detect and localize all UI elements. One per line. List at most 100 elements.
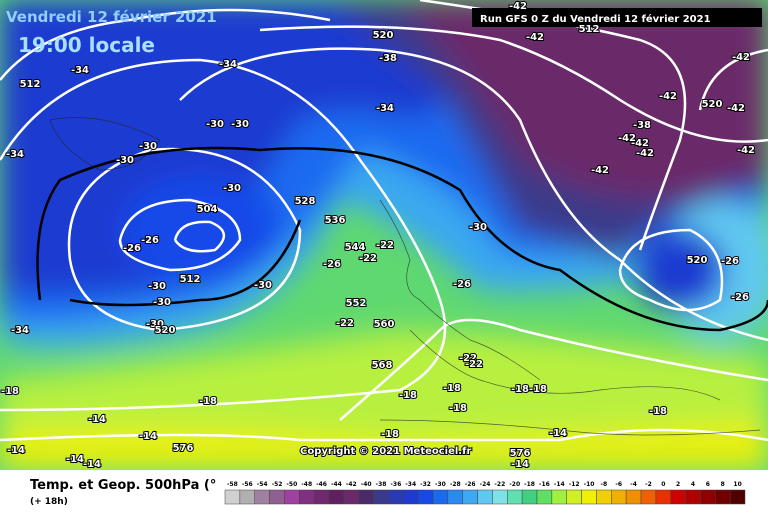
scale-label: 4 [691, 481, 695, 488]
scale-swatch [685, 489, 701, 505]
scale-label: -4 [630, 481, 637, 488]
contour-label: -34 [6, 149, 24, 160]
geopotential-contours [0, 0, 768, 442]
scale-label: -36 [390, 481, 401, 488]
contour-label: -30 [254, 280, 272, 291]
contour-label: -42 [509, 1, 527, 12]
scale-label: -24 [480, 481, 491, 488]
scale-label: -34 [405, 481, 416, 488]
contour-label: -14 [139, 431, 157, 442]
contour-label: 512 [180, 274, 201, 285]
run-box [472, 8, 762, 27]
scale-label: -52 [272, 481, 283, 488]
contour-label: -38 [633, 120, 651, 131]
scale-swatch [447, 489, 463, 505]
contour-label: -30 [231, 119, 249, 130]
scale-swatch [625, 489, 642, 505]
scale-label: -38 [376, 481, 387, 488]
scale-swatch [715, 489, 731, 505]
scale-label: -2 [645, 481, 652, 488]
contour-label: -34 [71, 65, 89, 76]
scale-swatch [492, 489, 508, 505]
scale-swatch [611, 489, 627, 505]
scale-swatch [358, 489, 374, 505]
contour-label: 544 [345, 242, 366, 253]
scale-label: -56 [242, 481, 253, 488]
contour-label: -38 [379, 53, 397, 64]
copyright: Copyright © 2021 Meteociel.fr [300, 446, 471, 457]
contour-label: -42 [727, 103, 745, 114]
contour-label: 576 [173, 443, 194, 454]
contour-label: -18 [529, 384, 547, 395]
contour-label: -22 [376, 240, 394, 251]
contour-label: 552 [346, 298, 367, 309]
contour-label: 520 [687, 255, 708, 266]
scale-swatch [536, 489, 553, 505]
contour-label: -18 [449, 403, 467, 414]
contour-label: -30 [139, 141, 157, 152]
scale-swatch [477, 489, 493, 505]
scale-swatch [239, 489, 255, 505]
contour-label: 512 [579, 24, 600, 35]
contour-label: -18 [443, 383, 461, 394]
scale-swatch [388, 489, 404, 505]
contour-label: -42 [737, 145, 755, 156]
scale-swatch [313, 489, 330, 505]
contour-label: -42 [618, 133, 636, 144]
contour-label: -14 [511, 459, 529, 470]
scale-swatch [670, 489, 686, 505]
footer-lead: (+ 18h) [30, 497, 68, 507]
scale-swatch [596, 489, 612, 505]
scale-swatch [373, 489, 389, 505]
contour-label: -30 [116, 155, 134, 166]
contour-label: 576 [510, 448, 531, 459]
contour-label: -30 [469, 222, 487, 233]
contour-label: 536 [325, 215, 346, 226]
scale-swatch [566, 489, 582, 505]
contour-label: -26 [141, 235, 159, 246]
scale-swatch [655, 489, 671, 505]
scale-swatch [284, 489, 300, 505]
scale-label: -26 [465, 481, 476, 488]
scale-label: -6 [615, 481, 622, 488]
scale-swatch [254, 489, 270, 505]
scale-label: -20 [509, 481, 520, 488]
contour-label: -18 [199, 396, 217, 407]
contour-label: -14 [7, 445, 25, 456]
scale-label: -58 [227, 481, 238, 488]
scale-swatch [269, 489, 285, 505]
scale-label: -12 [569, 481, 580, 488]
contour-label: -26 [453, 279, 471, 290]
contour-label: -30 [148, 281, 166, 292]
contour-label: -34 [11, 325, 29, 336]
contour-label: -14 [83, 459, 101, 470]
contour-label: -18 [649, 406, 667, 417]
contour-label: -26 [123, 243, 141, 254]
scale-label: -8 [601, 481, 608, 488]
contour-label: 504 [197, 204, 218, 215]
contour-label: -34 [376, 103, 394, 114]
contour-label: -14 [549, 428, 567, 439]
scale-label: -10 [584, 481, 595, 488]
contour-label: -14 [88, 414, 106, 425]
contour-label: 528 [295, 196, 316, 207]
contour-label: -30 [146, 319, 164, 330]
map-date: Vendredi 12 février 2021 [6, 8, 217, 26]
scale-swatch [462, 489, 478, 505]
contour-label: -42 [732, 52, 750, 63]
contour-label: -30 [153, 297, 171, 308]
contour-label: -18 [399, 390, 417, 401]
contour-label: -26 [731, 292, 749, 303]
scale-swatch [343, 489, 359, 505]
scale-swatch [640, 489, 657, 505]
contour-label: -18 [511, 384, 529, 395]
scale-label: -22 [494, 481, 505, 488]
contour-label: -42 [526, 32, 544, 43]
contour-label: 520 [155, 325, 176, 336]
contour-label-layer: -42-42512520-38-34-34512-34-30-30-30-30-… [0, 0, 756, 471]
scale-label: 10 [733, 481, 741, 488]
temperature-field [0, 0, 768, 470]
scale-swatch [729, 489, 746, 505]
contour-label: -26 [323, 259, 341, 270]
contour-label: -30 [206, 119, 224, 130]
